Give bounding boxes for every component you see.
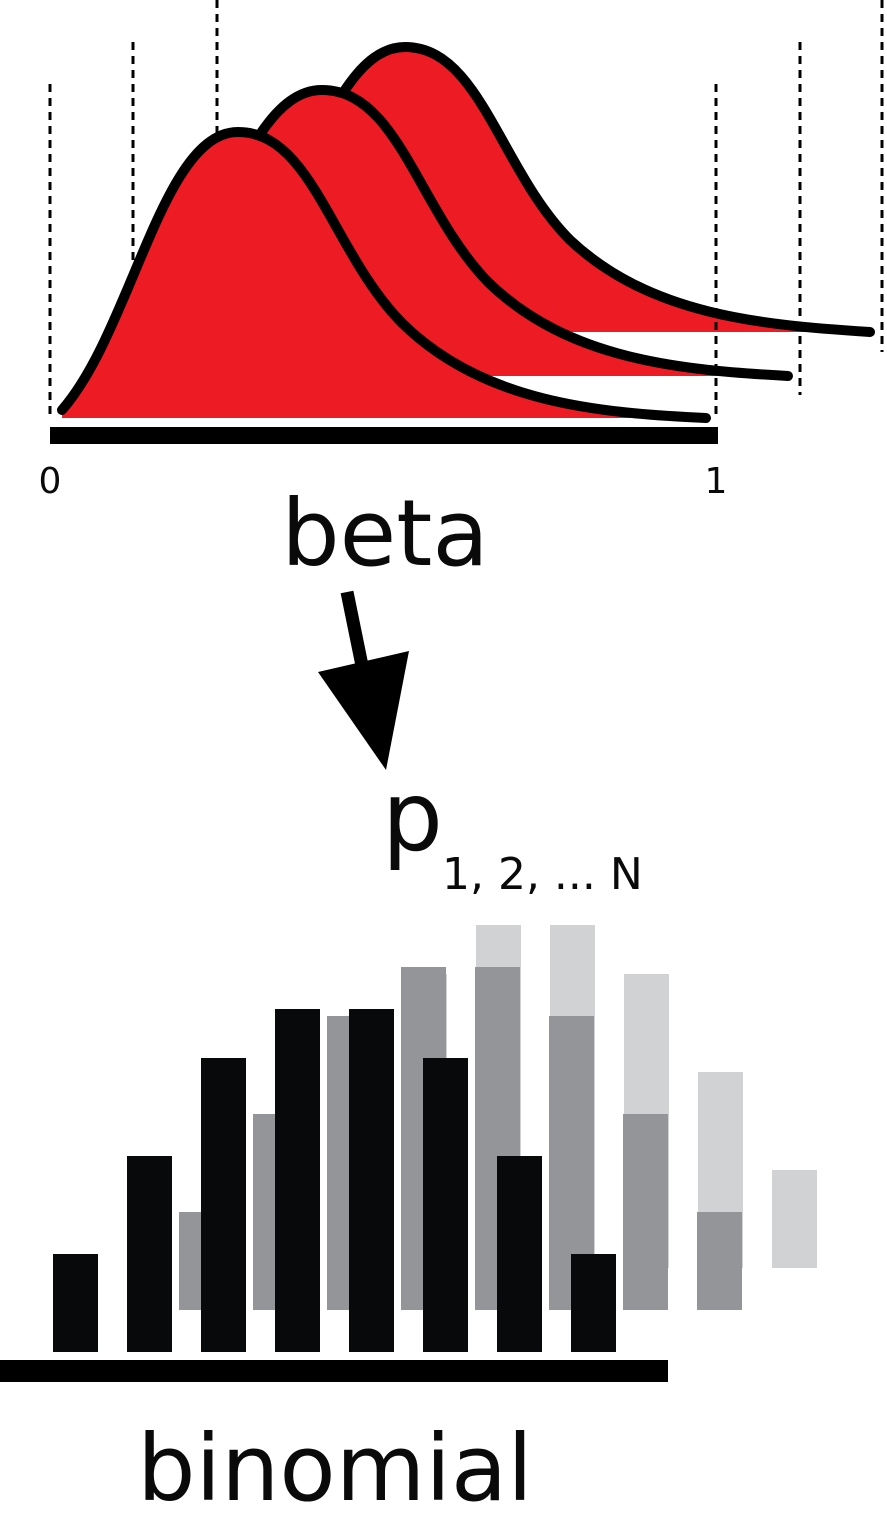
binomial-bar-2-8 [697,1212,742,1310]
binomial-bar-3-6 [423,1058,468,1352]
binomial-axis [0,1360,668,1382]
beta-density-curve-1 [57,126,711,423]
binomial-bar-3-8 [571,1254,616,1352]
binomial-bar-3-4 [275,1009,320,1352]
parameter-label: p 1, 2, ... N [382,761,643,900]
binomial-bar-2-7 [623,1114,668,1310]
parameter-subscript: 1, 2, ... N [442,849,643,900]
parameter-symbol: p [382,761,443,873]
beta-curve-1 [48,84,718,423]
beta-label: beta [281,480,488,587]
binomial-bar-3-3 [201,1058,246,1352]
beta-axis [50,427,718,444]
beta-panel: 0 1 beta [39,0,884,587]
binomial-bar-3-7 [497,1156,542,1352]
arrow-down-icon [318,590,409,770]
beta-density-fill-1 [62,132,706,418]
binomial-bar-3-5 [349,1009,394,1352]
axis-end-label: 1 [705,461,728,502]
binomial-label: binomial [137,1415,533,1522]
binomial-bar-3-2 [127,1156,172,1352]
binomial-bar-3-1 [53,1254,98,1352]
binomial-bar-1-8 [772,1170,817,1268]
axis-start-label: 0 [39,461,62,502]
binomial-histograms [53,925,817,1352]
